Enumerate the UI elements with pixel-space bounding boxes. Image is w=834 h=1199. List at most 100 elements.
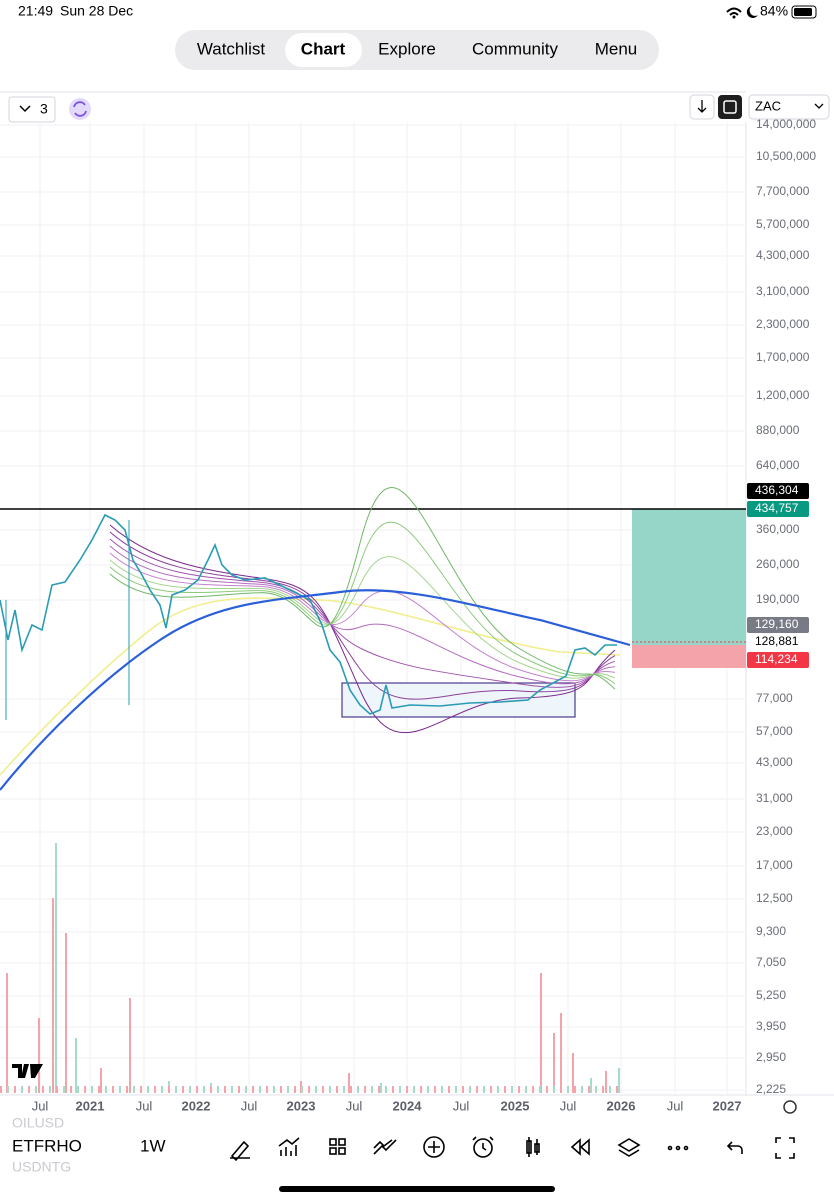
ribbon-line <box>109 524 616 734</box>
volume-bar <box>196 1086 198 1093</box>
volume-bar <box>280 1086 282 1093</box>
volume-bar <box>553 1086 555 1093</box>
ribbon-line <box>109 552 616 682</box>
volume-bar <box>65 933 67 1093</box>
nav-tab[interactable]: Chart <box>301 39 346 58</box>
volume-bar <box>595 1086 597 1093</box>
price-axis-label: 7,050 <box>756 955 786 969</box>
price-axis-label: 12,500 <box>756 891 793 905</box>
nav-tab[interactable]: Explore <box>378 39 436 58</box>
volume-bar <box>609 1086 611 1093</box>
status-date: Sun 28 Dec <box>60 3 133 19</box>
fullscreen-button[interactable] <box>718 95 742 119</box>
volume-bar <box>21 1086 23 1093</box>
volume-bar <box>238 1086 240 1093</box>
volume-bar <box>119 1086 121 1093</box>
nav-tab[interactable]: Community <box>472 39 558 58</box>
volume-bar <box>420 1086 422 1093</box>
nav-tab[interactable]: Menu <box>595 39 638 58</box>
interval[interactable]: 1W <box>140 1136 166 1155</box>
price-axis-label: 5,250 <box>756 988 786 1002</box>
faded-symbol: USDNTG <box>12 1159 71 1175</box>
nav-tab-active-bg <box>285 33 362 67</box>
price-tag <box>747 634 809 650</box>
volume-bar <box>590 1078 592 1093</box>
volume-bar <box>462 1086 464 1093</box>
volume-bar <box>161 1086 163 1093</box>
volume-bar <box>224 1086 226 1093</box>
volume-bar <box>581 1086 583 1093</box>
moving-average-fast <box>0 589 631 791</box>
volume-bar <box>616 1086 618 1093</box>
volume-bar <box>315 1086 317 1093</box>
price-axis-label: 10,500,000 <box>756 149 816 163</box>
volume-bar <box>231 1086 233 1093</box>
ribbon-line <box>109 531 616 700</box>
volume-bar <box>112 1086 114 1093</box>
volume-bar <box>497 1086 499 1093</box>
ribbon-line <box>109 556 616 679</box>
price-axis-label: 7,700,000 <box>756 184 810 198</box>
price-axis-label: 1,200,000 <box>756 388 810 402</box>
volume-bar <box>14 1086 16 1093</box>
volume-bar <box>371 1086 373 1093</box>
volume-bar <box>336 1086 338 1093</box>
price-axis-label: 2,950 <box>756 1050 786 1064</box>
volume-bar <box>28 1086 30 1093</box>
volume-bar <box>91 1086 93 1093</box>
price-axis-label: 23,000 <box>756 824 793 838</box>
price-series <box>0 513 617 715</box>
tv-logo <box>12 1064 43 1078</box>
stop-zone <box>632 645 746 668</box>
currency: ZAC <box>755 98 781 113</box>
volume-bar <box>392 1086 394 1093</box>
volume-bar <box>588 1086 590 1093</box>
price-tag-label: 436,304 <box>755 483 799 497</box>
volume-bar <box>348 1073 350 1093</box>
price-axis-label: 2,300,000 <box>756 317 810 331</box>
volume-bar <box>140 1086 142 1093</box>
price-tag-label: 128,881 <box>755 634 799 648</box>
volume-bar <box>301 1086 303 1093</box>
volume-bar <box>434 1086 436 1093</box>
price-tag <box>747 652 809 668</box>
volume-bar <box>469 1086 471 1093</box>
volume-bar <box>6 973 8 1093</box>
volume-bar <box>455 1086 457 1093</box>
time-axis-label: Jul <box>346 1098 363 1113</box>
sync-button[interactable] <box>69 98 91 120</box>
volume-bar <box>406 1086 408 1093</box>
volume-bar <box>126 1086 128 1093</box>
time-axis-label: Jul <box>136 1098 153 1113</box>
volume-bar <box>490 1086 492 1093</box>
volume-bar <box>602 1086 604 1093</box>
price-axis-label: 77,000 <box>756 691 793 705</box>
volume-bar <box>266 1086 268 1093</box>
time-axis-label: 2022 <box>182 1098 211 1113</box>
volume-bar <box>525 1086 527 1093</box>
status-icons <box>726 5 817 19</box>
volume-bar <box>189 1086 191 1093</box>
time-axis-label: Jul <box>453 1098 470 1113</box>
status-time: 21:49 <box>18 3 53 19</box>
volume-bar <box>217 1086 219 1093</box>
settings-button[interactable] <box>783 1100 797 1114</box>
volume-bar <box>42 1086 44 1093</box>
layout-selector[interactable] <box>8 96 56 123</box>
price-axis-label: 17,000 <box>756 858 793 872</box>
layout-count: 3 <box>40 101 48 117</box>
time-axis-label: 2023 <box>287 1098 316 1113</box>
volume-bar <box>259 1086 261 1093</box>
volume-bar <box>504 1086 506 1093</box>
symbol-name[interactable]: ETFRHO <box>12 1136 82 1155</box>
volume-bar <box>75 1038 77 1093</box>
volume-bar <box>441 1086 443 1093</box>
volume-bar <box>567 1086 569 1093</box>
time-axis-label: 2021 <box>76 1098 105 1113</box>
time-axis-label: Jul <box>560 1098 577 1113</box>
ribbon-line <box>109 545 616 685</box>
currency-selector[interactable] <box>748 94 830 120</box>
toolbar-icons[interactable] <box>230 1136 795 1162</box>
volume-bar <box>572 1053 574 1093</box>
nav-tab[interactable]: Watchlist <box>197 39 266 58</box>
